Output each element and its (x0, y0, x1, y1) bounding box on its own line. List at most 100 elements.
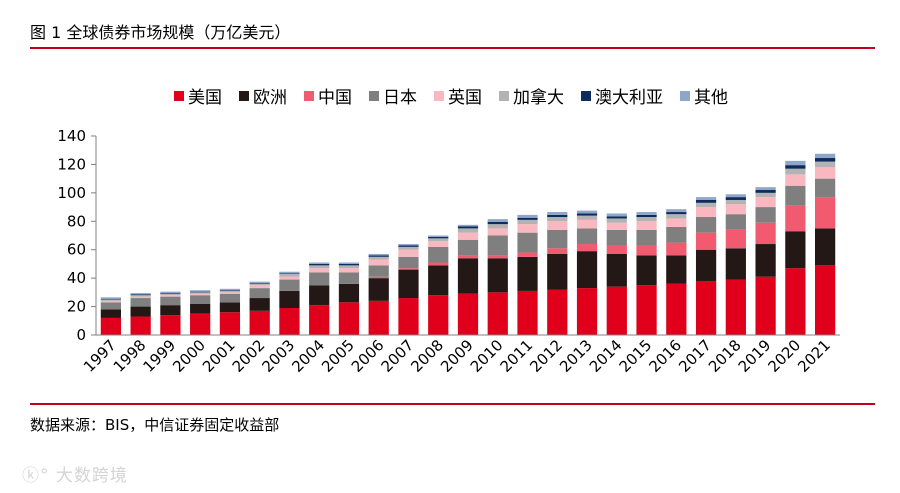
x-tick-label: 1998 (110, 336, 150, 376)
legend-item: 中国 (304, 83, 352, 108)
bar-segment (636, 255, 657, 286)
bar-segment (457, 239, 479, 256)
bar-segment (368, 253, 389, 256)
bar-segment (368, 300, 389, 335)
bar-segment (100, 300, 121, 303)
bar-segment (636, 245, 657, 256)
legend-label: 加拿大 (513, 88, 564, 108)
y-tick-label: 100 (57, 184, 86, 202)
legend-swatch (499, 90, 509, 101)
bar-segment (606, 229, 627, 246)
bar-segment (100, 317, 121, 335)
bar-segment (100, 302, 121, 310)
bar-segment (755, 197, 776, 208)
bar-segment (279, 279, 300, 291)
legend-label: 美国 (188, 88, 222, 108)
legend-label: 日本 (383, 88, 417, 108)
bar-segment (636, 217, 657, 222)
bar-segment (517, 217, 538, 220)
bar-segment (815, 161, 836, 168)
chart-legend: 美国 欧洲 中国 日本 英国 加拿大 澳大利亚 其他 (174, 83, 728, 108)
bar-segment (368, 255, 389, 257)
bar-segment (636, 229, 657, 246)
bar-segment (547, 229, 568, 249)
bar-segment (725, 204, 746, 215)
figure-title: 图 1 全球债券市场规模（万亿美元） (30, 23, 291, 42)
bar-segment (398, 244, 419, 246)
bar-segment (755, 222, 776, 245)
bar-segment (606, 245, 627, 254)
bar-segment (487, 224, 508, 229)
x-tick-label: 2013 (556, 336, 596, 376)
bar-segment (725, 229, 746, 249)
bar-segment (666, 255, 687, 284)
bar-segment (130, 296, 151, 299)
bar-segment (398, 246, 419, 250)
bar-segment (160, 315, 181, 335)
bar-segment (487, 219, 508, 222)
x-tick-label: 2005 (318, 336, 358, 376)
bar-segment (576, 210, 598, 214)
bar-segment (755, 276, 776, 335)
y-tick-label: 80 (67, 212, 86, 230)
bar-segment (695, 217, 717, 233)
bar-segment (547, 248, 568, 254)
legend-item: 加拿大 (499, 83, 564, 108)
bar-segment (428, 235, 449, 237)
bar-segment (190, 313, 211, 335)
bar-segment (785, 205, 806, 232)
bar-segment (487, 221, 508, 225)
bar-segment (457, 228, 479, 233)
legend-swatch (174, 90, 184, 101)
bar-segment (785, 165, 806, 169)
bar-segment (725, 214, 746, 230)
x-tick-label: 2004 (288, 336, 328, 376)
bar-segment (457, 293, 479, 335)
bottom-rule (30, 403, 875, 405)
bar-segment (517, 214, 538, 218)
bar-segment (160, 295, 181, 297)
bar-segment (130, 306, 151, 317)
bar-segment (547, 289, 568, 335)
bar-segment (309, 305, 330, 335)
bar-segment (695, 249, 717, 281)
bar-segment (606, 216, 627, 219)
bar-segment (725, 279, 746, 335)
bar-segment (755, 244, 776, 277)
bar-segment (517, 252, 538, 257)
bar-segment (457, 226, 479, 229)
bar-segment (130, 298, 151, 307)
bar-segment (547, 217, 568, 222)
bar-segment (428, 238, 449, 242)
bar-segment (695, 232, 717, 250)
watermark-text: 大数跨境 (55, 466, 128, 486)
bar-segment (309, 268, 330, 273)
legend-item: 英国 (434, 83, 482, 108)
bar-segment (338, 268, 360, 273)
bar-segment (666, 242, 687, 256)
x-tick-label: 2018 (705, 336, 745, 376)
bar-segment (785, 231, 806, 269)
bar-segment (755, 190, 776, 193)
bar-segment (160, 291, 181, 294)
bar-segment (785, 160, 806, 166)
x-tick-label: 2010 (467, 336, 507, 376)
bar-segment (309, 265, 330, 269)
bar-segment (190, 295, 211, 304)
bar-segment (606, 213, 627, 217)
bar-segment (517, 224, 538, 233)
bar-segment (219, 312, 241, 335)
x-tick-label: 2019 (735, 336, 775, 376)
bar-segment (160, 305, 181, 316)
bar-segment (279, 273, 300, 274)
bar-segment (219, 292, 241, 294)
bar-segment (249, 283, 270, 286)
bar-segment (695, 280, 717, 335)
x-tick-label: 2017 (675, 336, 715, 376)
legend-item: 欧洲 (239, 83, 287, 108)
bar-segment (219, 290, 241, 291)
bar-segment (338, 262, 360, 264)
bar-segment (279, 271, 300, 274)
x-tick-label: 2006 (348, 336, 388, 376)
